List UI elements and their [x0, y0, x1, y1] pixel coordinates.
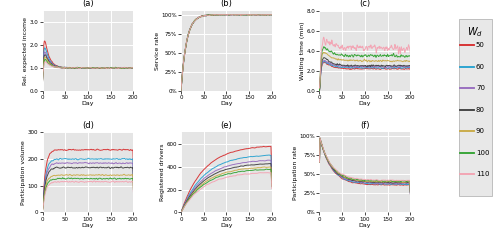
Y-axis label: Waiting time (min): Waiting time (min) — [300, 22, 305, 80]
Text: 50: 50 — [476, 42, 485, 48]
X-axis label: Day: Day — [220, 223, 232, 228]
X-axis label: Day: Day — [82, 101, 94, 106]
Text: 80: 80 — [476, 107, 485, 113]
Text: 60: 60 — [476, 64, 485, 70]
Y-axis label: Participation rate: Participation rate — [294, 145, 298, 199]
Y-axis label: Rel. expected income: Rel. expected income — [23, 17, 28, 85]
Y-axis label: Participation volume: Participation volume — [22, 140, 26, 205]
Text: 100: 100 — [476, 150, 490, 156]
X-axis label: Day: Day — [358, 101, 371, 106]
Text: (f): (f) — [360, 121, 370, 130]
Text: (a): (a) — [82, 0, 94, 8]
Text: $W_d$: $W_d$ — [468, 25, 483, 39]
Text: (e): (e) — [220, 121, 232, 130]
Text: 70: 70 — [476, 85, 485, 91]
X-axis label: Day: Day — [358, 223, 371, 228]
Y-axis label: Service rate: Service rate — [155, 32, 160, 70]
Text: 110: 110 — [476, 172, 490, 178]
Y-axis label: Registered drivers: Registered drivers — [160, 144, 165, 201]
Text: (d): (d) — [82, 121, 94, 130]
X-axis label: Day: Day — [82, 223, 94, 228]
Text: (b): (b) — [220, 0, 232, 8]
FancyBboxPatch shape — [458, 19, 492, 196]
X-axis label: Day: Day — [220, 101, 232, 106]
Text: 90: 90 — [476, 128, 485, 134]
Text: (c): (c) — [360, 0, 370, 8]
